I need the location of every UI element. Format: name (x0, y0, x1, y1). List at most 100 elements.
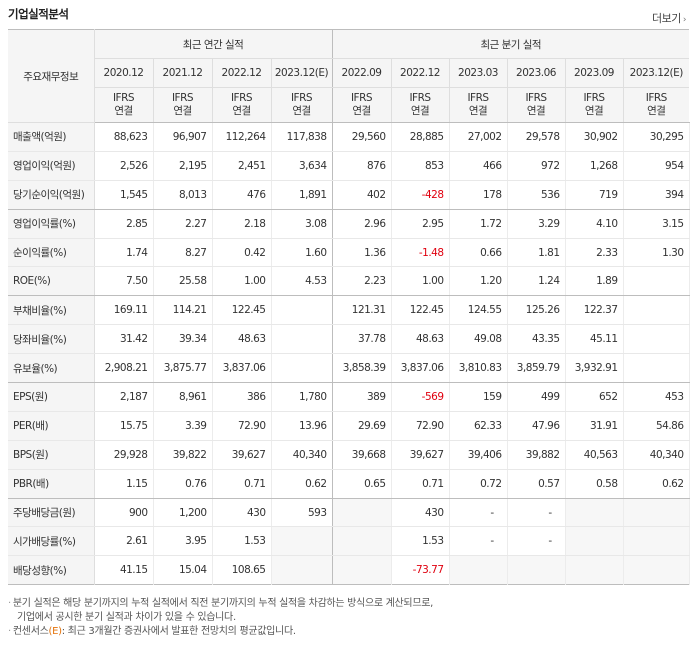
table-cell (271, 353, 333, 384)
table-cell: 8,961 (153, 382, 213, 412)
table-cell (271, 555, 333, 585)
table-cell (332, 555, 392, 585)
table-cell: 3,858.39 (332, 353, 392, 384)
table-row: 매출액(억원) 88,623 96,907 112,264 117,838 29,560 2… (8, 122, 690, 152)
period-header: 2020.12 (94, 58, 154, 88)
table-cell: 0.72 (449, 469, 508, 499)
table-cell: 3.29 (507, 209, 566, 239)
more-label[interactable]: 더보기 (652, 12, 681, 25)
table-cell: 13.96 (271, 411, 333, 441)
table-cell: 402 (332, 180, 392, 210)
table-cell: 0.58 (565, 469, 624, 499)
row-label: ROE(%) (8, 266, 95, 297)
table-cell: 159 (449, 382, 508, 412)
table-cell: 4.53 (271, 266, 333, 297)
table-cell: 2,908.21 (94, 353, 154, 384)
table-cell: 2.61 (94, 526, 154, 557)
table-cell: 117,838 (271, 122, 333, 152)
table-cell: 112,264 (212, 122, 272, 152)
table-row: 영업이익(억원) 2,526 2,195 2,451 3,634 876 853 466 972… (8, 151, 690, 181)
row-label: 배당성향(%) (8, 555, 95, 585)
table-cell: - (449, 526, 508, 557)
bullet-icon: · (8, 598, 11, 609)
basis-header: IFRS 연결 (507, 87, 566, 123)
table-cell: 178 (449, 180, 508, 210)
table-cell: 1,891 (271, 180, 333, 210)
more-link[interactable]: 더보기 › (652, 10, 687, 26)
table-cell (623, 555, 690, 585)
table-cell: 853 (391, 151, 450, 181)
table-cell: 40,340 (623, 440, 690, 470)
table-cell: 1.81 (507, 238, 566, 268)
table-cell: 39,627 (391, 440, 450, 470)
table-cell: 48.63 (212, 324, 272, 355)
table-cell: 62.33 (449, 411, 508, 441)
period-header: 2023.09 (565, 58, 624, 88)
table-cell (565, 526, 624, 557)
table-cell: 0.66 (449, 238, 508, 268)
row-label: 영업이익률(%) (8, 209, 95, 239)
table-row: 당기순이익(억원) 1,545 8,013 476 1,891 402 -428 178 536… (8, 180, 690, 210)
table-cell: 39,627 (212, 440, 272, 470)
table-cell: 466 (449, 151, 508, 181)
table-row: 영업이익률(%) 2.85 2.27 2.18 3.08 2.96 2.95 1.72 3.29… (8, 209, 690, 239)
table-cell: 122.45 (212, 295, 272, 326)
row-header-label: 주요재무정보 (8, 29, 95, 123)
table-cell: 3,932.91 (565, 353, 624, 384)
basis-header: IFRS 연결 (623, 87, 690, 123)
table-cell: 47.96 (507, 411, 566, 441)
table-cell: 122.45 (391, 295, 450, 326)
table-cell: 31.42 (94, 324, 154, 355)
table-cell (449, 555, 508, 585)
table-cell: 72.90 (212, 411, 272, 441)
table-cell: 3,859.79 (507, 353, 566, 384)
table-cell: 29,578 (507, 122, 566, 152)
table-cell: 1.74 (94, 238, 154, 268)
table-cell: - (449, 498, 508, 528)
table-cell (507, 555, 566, 585)
table-cell: 31.91 (565, 411, 624, 441)
table-cell: 72.90 (391, 411, 450, 441)
table-cell: -73.77 (391, 555, 450, 585)
table-cell: 96,907 (153, 122, 213, 152)
table-cell: -428 (391, 180, 450, 210)
row-label: 주당배당금(원) (8, 498, 95, 528)
table-cell: 2,195 (153, 151, 213, 181)
table-cell: 40,563 (565, 440, 624, 470)
table-row: 순이익률(%) 1.74 8.27 0.42 1.60 1.36 -1.48 0.66 1.81… (8, 238, 690, 268)
table-cell: 0.57 (507, 469, 566, 499)
table-cell: 121.31 (332, 295, 392, 326)
table-cell: 0.62 (271, 469, 333, 499)
group-annual: 최근 연간 실적 (94, 29, 333, 59)
table-cell (623, 498, 690, 528)
table-row: EPS(원) 2,187 8,961 386 1,780 389 -569 159 499 652… (8, 382, 690, 412)
table-cell: 30,295 (623, 122, 690, 152)
table-cell: 0.42 (212, 238, 272, 268)
table-cell: 876 (332, 151, 392, 181)
table-cell: 476 (212, 180, 272, 210)
row-label: 시가배당률(%) (8, 526, 95, 557)
table-cell: 3.39 (153, 411, 213, 441)
table-cell: 3.95 (153, 526, 213, 557)
table-cell: 430 (391, 498, 450, 528)
row-label: 영업이익(억원) (8, 151, 95, 181)
table-cell: 7.50 (94, 266, 154, 297)
row-label: 당좌비율(%) (8, 324, 95, 355)
table-cell: 1.00 (212, 266, 272, 297)
basis-header: IFRS 연결 (565, 87, 624, 123)
row-label: 매출액(억원) (8, 122, 95, 152)
table-cell: -569 (391, 382, 450, 412)
row-label: EPS(원) (8, 382, 95, 412)
table-cell: 54.86 (623, 411, 690, 441)
table-row: 유보율(%) 2,908.21 3,875.77 3,837.06 3,858.39 3,… (8, 353, 690, 384)
table-cell: 719 (565, 180, 624, 210)
table-cell: 3,837.06 (212, 353, 272, 384)
table-cell: 389 (332, 382, 392, 412)
period-header: 2022.12 (212, 58, 272, 88)
table-cell: 430 (212, 498, 272, 528)
table-cell: 499 (507, 382, 566, 412)
table-row: 주당배당금(원) 900 1,200 430 593 430- - (8, 498, 690, 528)
table-cell: 41.15 (94, 555, 154, 585)
table-cell (623, 324, 690, 355)
table-cell: 1.53 (212, 526, 272, 557)
